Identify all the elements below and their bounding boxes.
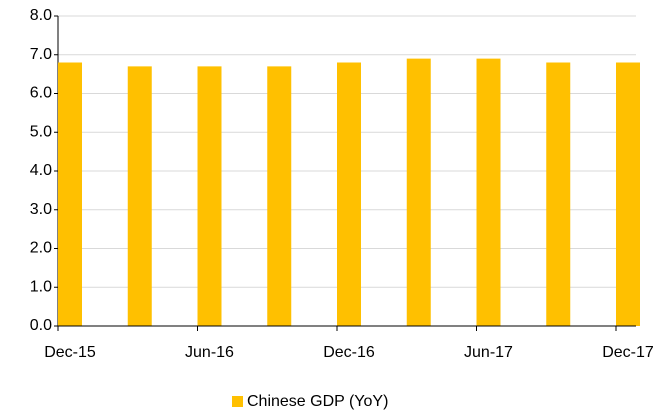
x-tick-label: Jun-16 — [185, 344, 234, 361]
bar — [127, 66, 152, 326]
bar — [406, 58, 431, 326]
y-tick-label: 2.0 — [30, 240, 52, 257]
bar — [476, 58, 501, 326]
y-tick-label: 4.0 — [30, 162, 52, 179]
y-tick-label: 0.0 — [30, 317, 52, 334]
bar — [197, 66, 222, 326]
y-tick-label: 3.0 — [30, 201, 52, 218]
bar — [337, 62, 361, 326]
x-tick-label: Dec-17 — [602, 344, 654, 361]
bar — [58, 62, 82, 326]
bar — [616, 62, 640, 326]
y-tick-label: 7.0 — [30, 46, 52, 63]
legend-swatch — [232, 396, 243, 407]
x-tick-label: Dec-16 — [323, 344, 375, 361]
y-tick-label: 6.0 — [30, 85, 52, 102]
bar — [546, 62, 571, 326]
x-tick-label: Dec-15 — [44, 344, 96, 361]
x-tick-label: Jun-17 — [464, 344, 513, 361]
y-tick-label: 1.0 — [30, 278, 52, 295]
bar — [267, 66, 292, 326]
legend-label: Chinese GDP (YoY) — [247, 393, 388, 410]
y-tick-label: 8.0 — [30, 7, 52, 24]
y-tick-label: 5.0 — [30, 123, 52, 140]
